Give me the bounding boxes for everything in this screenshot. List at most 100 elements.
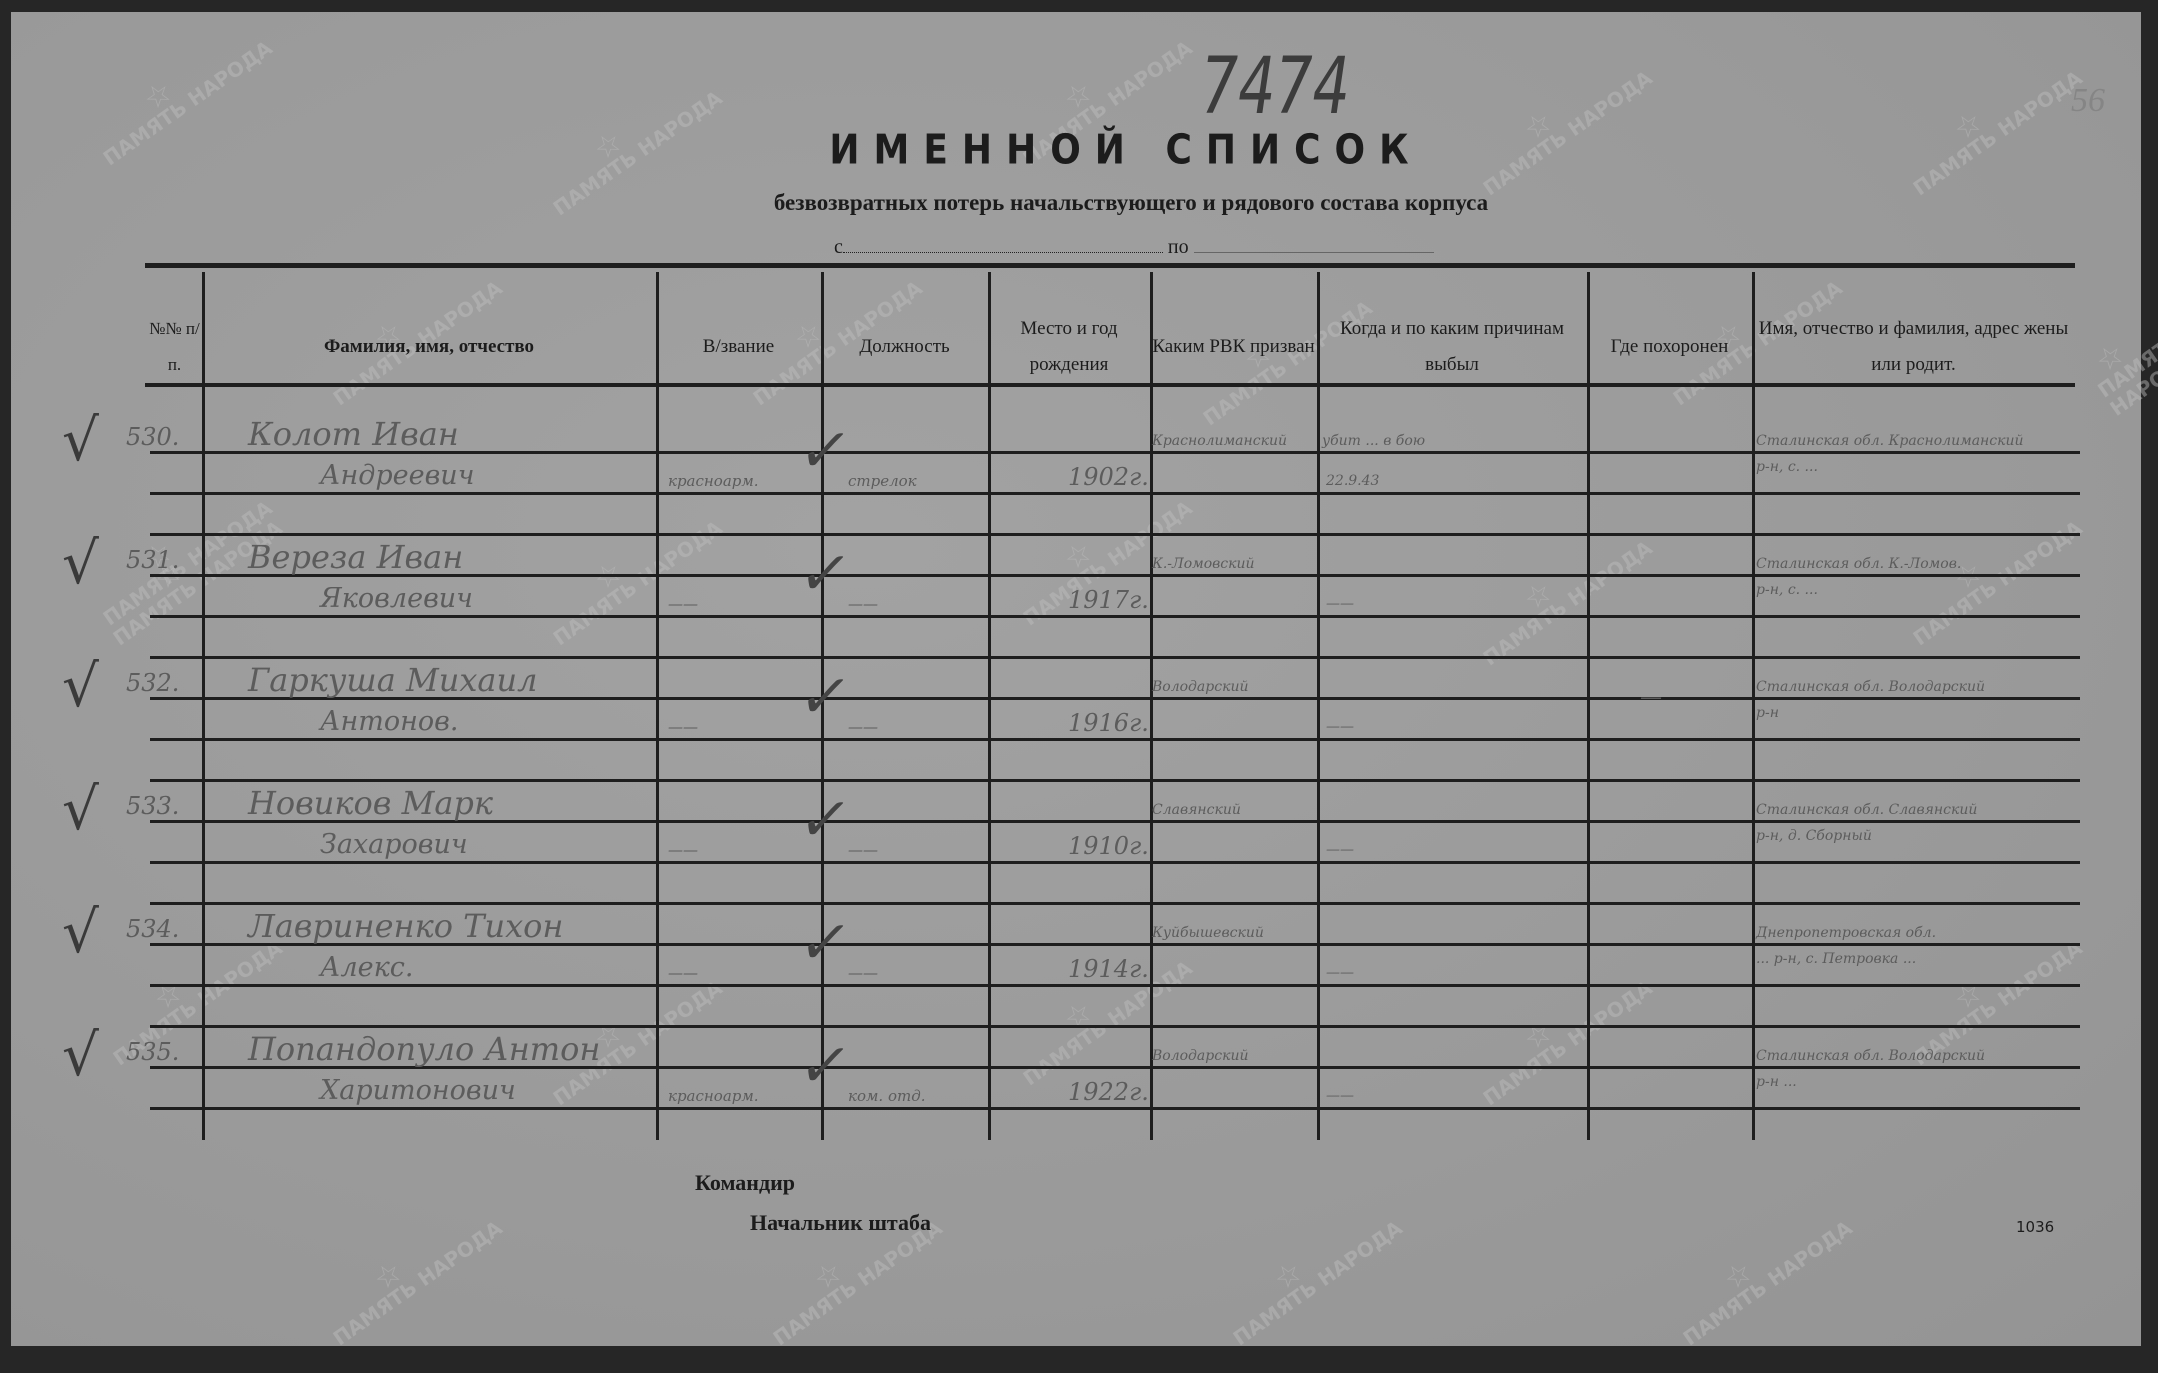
next-of-kin-address-line1: Сталинская обл. Володарский <box>1756 1048 1986 1064</box>
handwritten-document-number: 7474 <box>1201 42 1350 132</box>
star-icon: ☆ <box>1517 574 1560 619</box>
star-icon: ☆ <box>1517 1014 1560 1059</box>
watermark-logo: ☆ ПАМЯТЬ НАРОДА <box>1897 48 2087 201</box>
star-icon: ☆ <box>1947 104 1990 149</box>
row-number: 534. <box>126 915 180 943</box>
document-page: ☆ ПАМЯТЬ НАРОДА ☆ ПАМЯТЬ НАРОДА ☆ ПАМЯТЬ НАРО… <box>11 12 2158 1351</box>
next-of-kin-address-line1: Днепропетровская обл. <box>1756 925 1937 941</box>
commander-label: Командир <box>695 1170 795 1195</box>
next-of-kin-address-line2: р-н, с. ... <box>1756 459 1818 475</box>
next-of-kin-address-line1: Сталинская обл. Краснолиманский <box>1756 433 2024 449</box>
birth-year: 1914г. <box>1068 955 1149 983</box>
patronymic: Яковлевич <box>320 583 473 614</box>
watermark-logo: ☆ ПАМЯТЬ НАРОДА <box>87 18 277 171</box>
surname-first-name: Попандопуло Антон <box>248 1030 601 1068</box>
watermark-text: ПАМЯТЬ НАРОДА <box>1478 975 1657 1111</box>
margin-checkmark-icon: √ <box>62 775 99 843</box>
column-divider <box>1587 272 1590 1140</box>
position: —— <box>848 841 878 859</box>
star-icon: ☆ <box>137 74 180 119</box>
watermark-logo: ☆ ПАМЯТЬ НАРОДА <box>1467 48 1657 201</box>
military-rank: —— <box>668 841 698 859</box>
period-from-label: с <box>834 236 843 258</box>
checkmark-icon: ✓ <box>793 416 857 486</box>
surname-first-name: Колот Иван <box>248 415 459 453</box>
watermark-logo: ☆ ПАМЯТЬ НАРОДА <box>1217 1198 1407 1351</box>
watermark-logo: ☆ ПАМЯТЬ НАРОДА <box>2081 310 2158 421</box>
military-rank: —— <box>668 718 698 736</box>
margin-checkmark-icon: √ <box>62 1021 99 1089</box>
row-rule <box>150 984 2080 987</box>
column-header-2: В/звание <box>702 336 775 357</box>
chief-of-staff-label: Начальник штаба <box>750 1210 931 1235</box>
column-header-8: Имя, отчество и фамилия, адрес жены или … <box>1758 318 2069 375</box>
draft-office: Володарский <box>1152 679 1249 695</box>
birth-year: 1916г. <box>1068 709 1149 737</box>
row-rule <box>150 451 2080 454</box>
watermark-text: ПАМЯТЬ НАРОДА <box>98 35 277 171</box>
departure-date: 22.9.43 <box>1326 473 1380 489</box>
column-divider <box>1150 272 1153 1140</box>
departure-date: —— <box>1326 596 1354 612</box>
position: —— <box>848 595 878 613</box>
checkmark-icon: ✓ <box>793 1031 857 1101</box>
patronymic: Харитонович <box>320 1075 516 1106</box>
watermark-logo: ☆ ПАМЯТЬ НАРОДА <box>1897 918 2087 1071</box>
page-subtitle: безвозвратных потерь начальствующего и р… <box>773 190 1489 215</box>
military-rank: красноарм. <box>668 1087 759 1105</box>
column-divider <box>1317 272 1320 1140</box>
birth-year: 1917г. <box>1068 586 1149 614</box>
column-divider <box>988 272 991 1140</box>
birth-year: 1902г. <box>1068 463 1149 491</box>
row-rule <box>150 492 2080 495</box>
period-to-blank <box>1193 238 1434 253</box>
next-of-kin-address-line2: р-н <box>1756 705 1779 721</box>
column-header-5: Каким РВК призван <box>1152 336 1315 357</box>
form-number: 1036 <box>2016 1218 2055 1236</box>
row-rule <box>150 943 2080 946</box>
period-from-blank <box>842 238 1163 253</box>
column-divider <box>1752 272 1755 1140</box>
checkmark-icon: ✓ <box>793 785 857 855</box>
burial-place: — <box>1640 685 1662 710</box>
column-header-7: Где похоронен <box>1610 336 1729 357</box>
patronymic: Алекс. <box>320 952 414 983</box>
watermark-logo: ☆ ПАМЯТЬ НАРОДА <box>1667 1198 1857 1351</box>
row-rule <box>150 820 2080 823</box>
next-of-kin-address-line2: р-н, д. Сборный <box>1756 828 1872 844</box>
margin-checkmark-icon: √ <box>62 652 99 720</box>
draft-office: Володарский <box>1152 1048 1249 1064</box>
row-rule <box>150 615 2080 618</box>
surname-first-name: Лавриненко Тихон <box>248 907 564 945</box>
departure-date: —— <box>1326 1088 1354 1104</box>
draft-office: К.-Ломовский <box>1152 556 1255 572</box>
next-of-kin-address-line2: ... р-н, с. Петровка ... <box>1756 951 1917 967</box>
next-of-kin-address-line2: р-н ... <box>1756 1074 1797 1090</box>
row-number: 531. <box>126 546 180 574</box>
watermark-text: ПАМЯТЬ НАРОДА <box>1478 535 1657 671</box>
row-rule <box>150 697 2080 700</box>
column-header-3: Должность <box>859 336 950 357</box>
row-rule <box>150 1107 2080 1110</box>
position: —— <box>848 718 878 736</box>
row-rule <box>150 533 2080 536</box>
page-title: ИМЕННОЙ СПИСОК <box>829 126 1423 175</box>
column-header-0: №№ п/п. <box>149 319 200 374</box>
column-divider <box>656 272 659 1140</box>
row-rule <box>150 861 2080 864</box>
departure-date: —— <box>1326 965 1354 981</box>
header-bottom-rule <box>145 383 2075 387</box>
sheet-number: 56 <box>2071 82 2105 119</box>
column-divider <box>821 272 824 1140</box>
row-rule <box>150 779 2080 782</box>
row-number: 530. <box>126 423 180 451</box>
star-icon: ☆ <box>367 1254 410 1299</box>
row-number: 532. <box>126 669 180 697</box>
position: стрелок <box>848 472 917 490</box>
watermark-text: ПАМЯТЬ НАРОДА <box>1228 1215 1407 1351</box>
column-header-1: Фамилия, имя, отчество <box>323 336 535 357</box>
star-icon: ☆ <box>1267 1254 1310 1299</box>
military-rank: красноарм. <box>668 472 759 490</box>
row-rule <box>150 738 2080 741</box>
departure-reason: убит ... в бою <box>1322 433 1426 449</box>
